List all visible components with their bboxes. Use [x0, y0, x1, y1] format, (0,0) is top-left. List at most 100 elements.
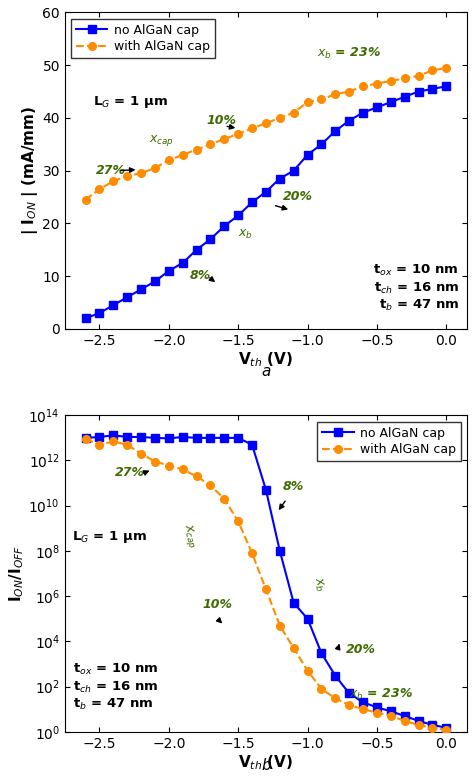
with AlGaN cap: [208, 481, 213, 490]
no AlGaN cap: [277, 174, 283, 183]
with AlGaN cap: [152, 456, 158, 466]
no AlGaN cap: [208, 433, 213, 442]
with AlGaN cap: [360, 704, 366, 714]
no AlGaN cap: [249, 440, 255, 449]
with AlGaN cap: [194, 471, 200, 481]
Text: $x_{cap}$: $x_{cap}$: [179, 522, 200, 550]
with AlGaN cap: [443, 725, 449, 735]
Text: 10%: 10%: [202, 598, 232, 611]
with AlGaN cap: [429, 723, 435, 732]
with AlGaN cap: [319, 95, 324, 104]
no AlGaN cap: [236, 433, 241, 442]
with AlGaN cap: [97, 185, 102, 194]
no AlGaN cap: [152, 277, 158, 286]
with AlGaN cap: [249, 548, 255, 558]
with AlGaN cap: [346, 87, 352, 97]
with AlGaN cap: [236, 129, 241, 139]
no AlGaN cap: [138, 432, 144, 442]
with AlGaN cap: [388, 76, 393, 86]
Text: a: a: [261, 365, 271, 379]
with AlGaN cap: [124, 440, 130, 449]
with AlGaN cap: [416, 721, 421, 730]
Line: no AlGaN cap: no AlGaN cap: [82, 432, 450, 731]
no AlGaN cap: [152, 433, 158, 442]
with AlGaN cap: [291, 108, 297, 118]
no AlGaN cap: [319, 139, 324, 149]
with AlGaN cap: [374, 79, 380, 88]
Line: no AlGaN cap: no AlGaN cap: [82, 83, 450, 323]
with AlGaN cap: [194, 145, 200, 154]
no AlGaN cap: [221, 433, 227, 442]
no AlGaN cap: [194, 245, 200, 255]
no AlGaN cap: [388, 707, 393, 716]
Y-axis label: I$_{ON}$/I$_{OFF}$: I$_{ON}$/I$_{OFF}$: [7, 545, 26, 602]
no AlGaN cap: [263, 187, 269, 196]
no AlGaN cap: [221, 221, 227, 231]
no AlGaN cap: [319, 648, 324, 657]
with AlGaN cap: [166, 461, 172, 471]
Text: $x_b$ = 23%: $x_b$ = 23%: [349, 687, 413, 703]
with AlGaN cap: [291, 643, 297, 653]
no AlGaN cap: [166, 266, 172, 276]
no AlGaN cap: [374, 103, 380, 112]
Text: b: b: [261, 758, 271, 773]
no AlGaN cap: [249, 198, 255, 207]
with AlGaN cap: [305, 97, 310, 107]
with AlGaN cap: [402, 716, 408, 725]
with AlGaN cap: [166, 156, 172, 165]
Text: 20%: 20%: [346, 643, 376, 656]
with AlGaN cap: [443, 63, 449, 72]
with AlGaN cap: [221, 494, 227, 503]
Text: $x_b$: $x_b$: [237, 227, 253, 241]
with AlGaN cap: [305, 666, 310, 675]
no AlGaN cap: [236, 211, 241, 220]
with AlGaN cap: [277, 621, 283, 630]
no AlGaN cap: [180, 259, 185, 268]
no AlGaN cap: [360, 108, 366, 118]
with AlGaN cap: [138, 449, 144, 458]
with AlGaN cap: [332, 90, 338, 99]
with AlGaN cap: [208, 139, 213, 149]
no AlGaN cap: [388, 97, 393, 107]
with AlGaN cap: [319, 684, 324, 693]
with AlGaN cap: [360, 82, 366, 91]
no AlGaN cap: [83, 314, 89, 323]
no AlGaN cap: [402, 92, 408, 101]
with AlGaN cap: [277, 113, 283, 122]
with AlGaN cap: [263, 584, 269, 594]
no AlGaN cap: [208, 234, 213, 244]
no AlGaN cap: [124, 293, 130, 302]
with AlGaN cap: [83, 434, 89, 443]
with AlGaN cap: [152, 164, 158, 173]
Text: t$_{ox}$ = 10 nm
t$_{ch}$ = 16 nm
t$_b$ = 47 nm: t$_{ox}$ = 10 nm t$_{ch}$ = 16 nm t$_b$ …: [73, 662, 158, 712]
with AlGaN cap: [110, 177, 116, 186]
Line: with AlGaN cap: with AlGaN cap: [82, 435, 450, 734]
with AlGaN cap: [124, 171, 130, 181]
X-axis label: V$_{th}$ (V): V$_{th}$ (V): [238, 351, 293, 369]
with AlGaN cap: [97, 440, 102, 449]
no AlGaN cap: [110, 431, 116, 440]
with AlGaN cap: [346, 700, 352, 710]
with AlGaN cap: [249, 124, 255, 133]
Text: $x_{cap}$: $x_{cap}$: [149, 132, 174, 148]
no AlGaN cap: [194, 433, 200, 442]
no AlGaN cap: [83, 433, 89, 442]
no AlGaN cap: [443, 82, 449, 91]
Text: 8%: 8%: [283, 480, 304, 493]
with AlGaN cap: [402, 74, 408, 83]
with AlGaN cap: [429, 65, 435, 75]
Text: L$_G$ = 1 μm: L$_G$ = 1 μm: [92, 93, 167, 110]
no AlGaN cap: [346, 116, 352, 125]
with AlGaN cap: [388, 711, 393, 721]
no AlGaN cap: [429, 721, 435, 730]
with AlGaN cap: [180, 465, 185, 474]
X-axis label: V$_{th}$ (V): V$_{th}$ (V): [238, 753, 293, 772]
with AlGaN cap: [236, 516, 241, 526]
with AlGaN cap: [374, 708, 380, 717]
no AlGaN cap: [332, 126, 338, 136]
Text: 8%: 8%: [190, 269, 211, 282]
no AlGaN cap: [332, 671, 338, 680]
no AlGaN cap: [416, 716, 421, 725]
with AlGaN cap: [416, 71, 421, 80]
no AlGaN cap: [291, 166, 297, 175]
